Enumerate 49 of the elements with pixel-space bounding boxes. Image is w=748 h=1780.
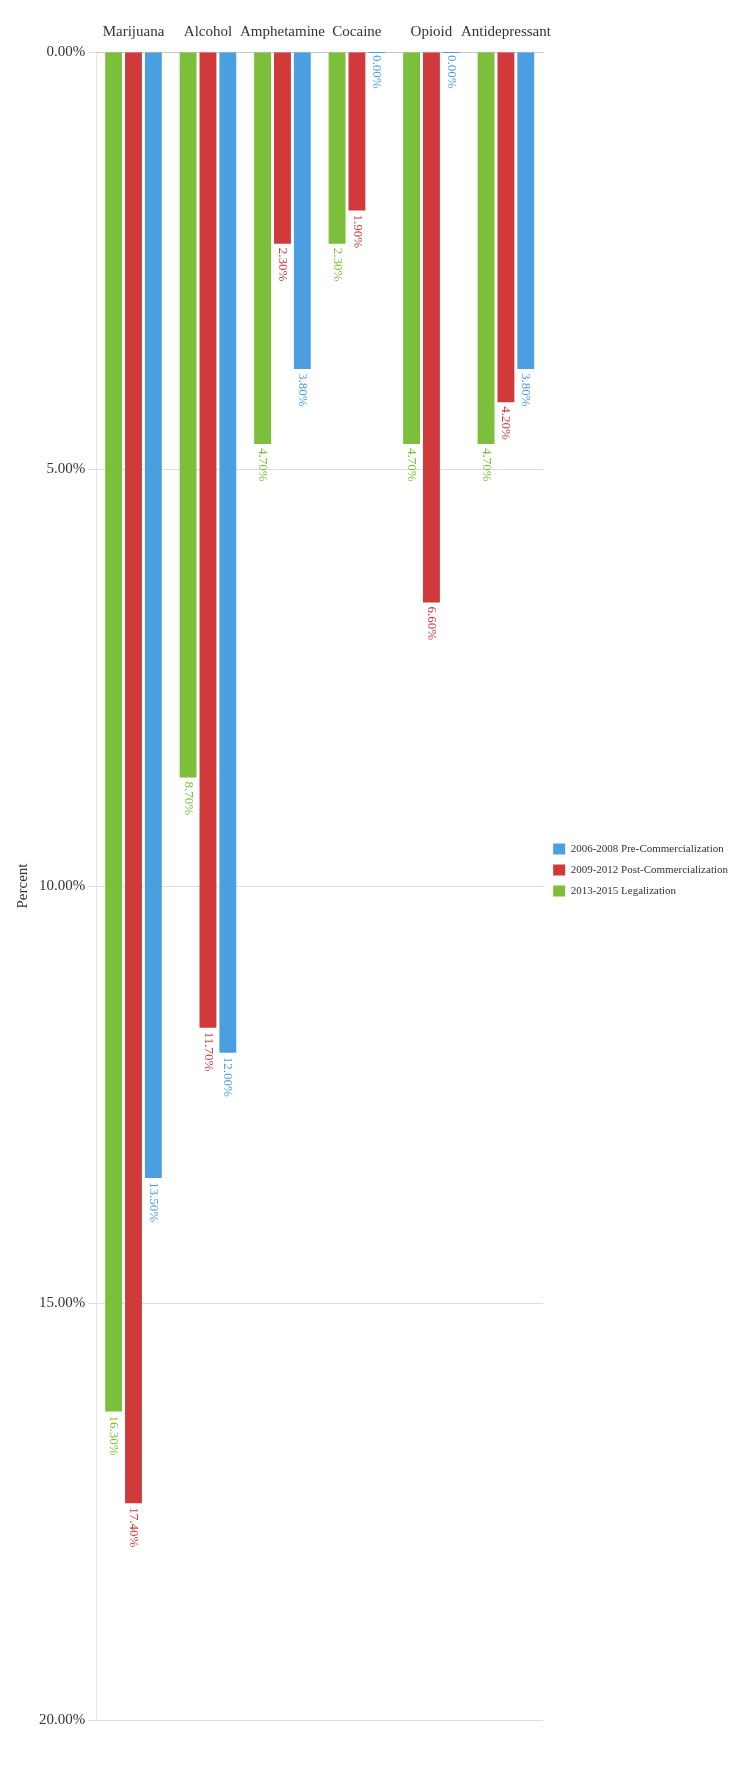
- x-tick-label: Cocaine: [332, 22, 382, 39]
- y-tick-label: 10.00%: [39, 876, 86, 893]
- data-label: 11.70%: [201, 1031, 217, 1072]
- bar: [105, 52, 123, 1412]
- data-label: 6.60%: [425, 606, 441, 641]
- data-label: 0.00%: [370, 55, 386, 89]
- data-label: 3.80%: [519, 372, 535, 407]
- bar: [144, 52, 162, 1178]
- data-label: 4.20%: [499, 406, 515, 441]
- data-label: 4.70%: [256, 447, 272, 482]
- data-label: 8.70%: [181, 781, 197, 816]
- data-label: 4.70%: [405, 447, 421, 482]
- y-tick-label: 15.00%: [39, 1293, 86, 1310]
- x-tick-label: Opioid: [410, 22, 453, 39]
- y-tick-label: 20.00%: [39, 1710, 86, 1727]
- y-axis-title: Percent: [13, 862, 30, 909]
- data-label: 16.30%: [107, 1415, 123, 1456]
- bar: [517, 52, 535, 369]
- data-label: 13.50%: [146, 1181, 162, 1223]
- legend-label: 2009-2012 Post-Commercialization: [570, 862, 729, 875]
- bar: [179, 52, 197, 778]
- data-label: 2.30%: [276, 247, 292, 282]
- legend-label: 2006-2008 Pre-Commercialization: [570, 841, 725, 854]
- data-label: 1.90%: [350, 214, 366, 249]
- x-tick-label: Amphetamine: [239, 22, 326, 39]
- data-label: 4.70%: [479, 447, 495, 482]
- data-label: 17.40%: [127, 1507, 143, 1548]
- bar: [497, 52, 515, 403]
- x-tick-label: Marijuana: [102, 22, 165, 39]
- data-label: 2.30%: [330, 247, 346, 282]
- bar: [477, 52, 495, 444]
- x-tick-label: Antidepressant: [460, 22, 552, 39]
- bar: [348, 52, 366, 211]
- y-tick-label: 5.00%: [46, 459, 86, 476]
- bar: [274, 52, 291, 244]
- bar: [125, 52, 142, 1504]
- bar: [219, 52, 237, 1053]
- bar: [328, 52, 346, 244]
- data-label: 3.80%: [295, 372, 311, 407]
- bar: [199, 52, 217, 1028]
- x-tick-label: Alcohol: [183, 22, 233, 39]
- bar: [422, 52, 440, 603]
- data-label: 12.00%: [221, 1056, 237, 1098]
- bar: [293, 52, 311, 369]
- bar: [254, 52, 272, 444]
- bar: [403, 52, 421, 444]
- y-tick-label: 0.00%: [46, 42, 86, 59]
- data-label: 0.00%: [444, 55, 460, 89]
- legend-label: 2013-2015 Legalization: [570, 883, 677, 896]
